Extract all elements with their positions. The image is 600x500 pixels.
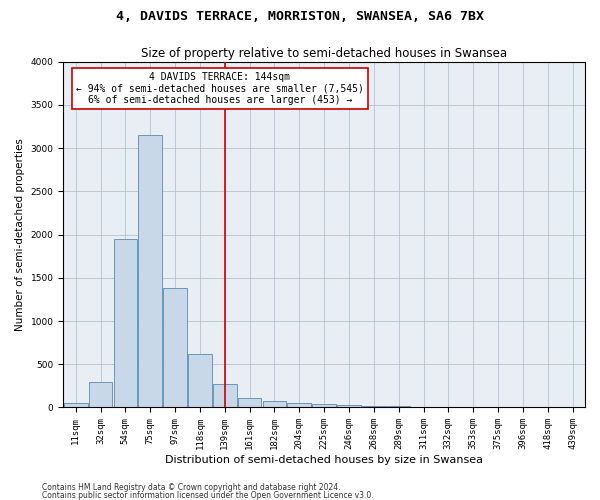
Bar <box>362 406 386 407</box>
Bar <box>313 404 336 407</box>
Text: 4 DAVIDS TERRACE: 144sqm
← 94% of semi-detached houses are smaller (7,545)
6% of: 4 DAVIDS TERRACE: 144sqm ← 94% of semi-d… <box>76 72 364 105</box>
Bar <box>238 398 262 407</box>
Text: Contains public sector information licensed under the Open Government Licence v3: Contains public sector information licen… <box>42 491 374 500</box>
Bar <box>139 135 162 407</box>
Bar <box>163 288 187 408</box>
Bar <box>263 401 286 407</box>
Bar <box>113 239 137 408</box>
Text: Contains HM Land Registry data © Crown copyright and database right 2024.: Contains HM Land Registry data © Crown c… <box>42 484 341 492</box>
Bar <box>387 406 410 407</box>
Bar <box>64 403 88 407</box>
Y-axis label: Number of semi-detached properties: Number of semi-detached properties <box>15 138 25 331</box>
X-axis label: Distribution of semi-detached houses by size in Swansea: Distribution of semi-detached houses by … <box>165 455 483 465</box>
Bar <box>188 354 212 408</box>
Bar <box>287 402 311 407</box>
Bar <box>337 405 361 407</box>
Title: Size of property relative to semi-detached houses in Swansea: Size of property relative to semi-detach… <box>141 48 507 60</box>
Text: 4, DAVIDS TERRACE, MORRISTON, SWANSEA, SA6 7BX: 4, DAVIDS TERRACE, MORRISTON, SWANSEA, S… <box>116 10 484 23</box>
Bar <box>412 407 436 408</box>
Bar <box>89 382 112 407</box>
Bar <box>213 384 236 407</box>
